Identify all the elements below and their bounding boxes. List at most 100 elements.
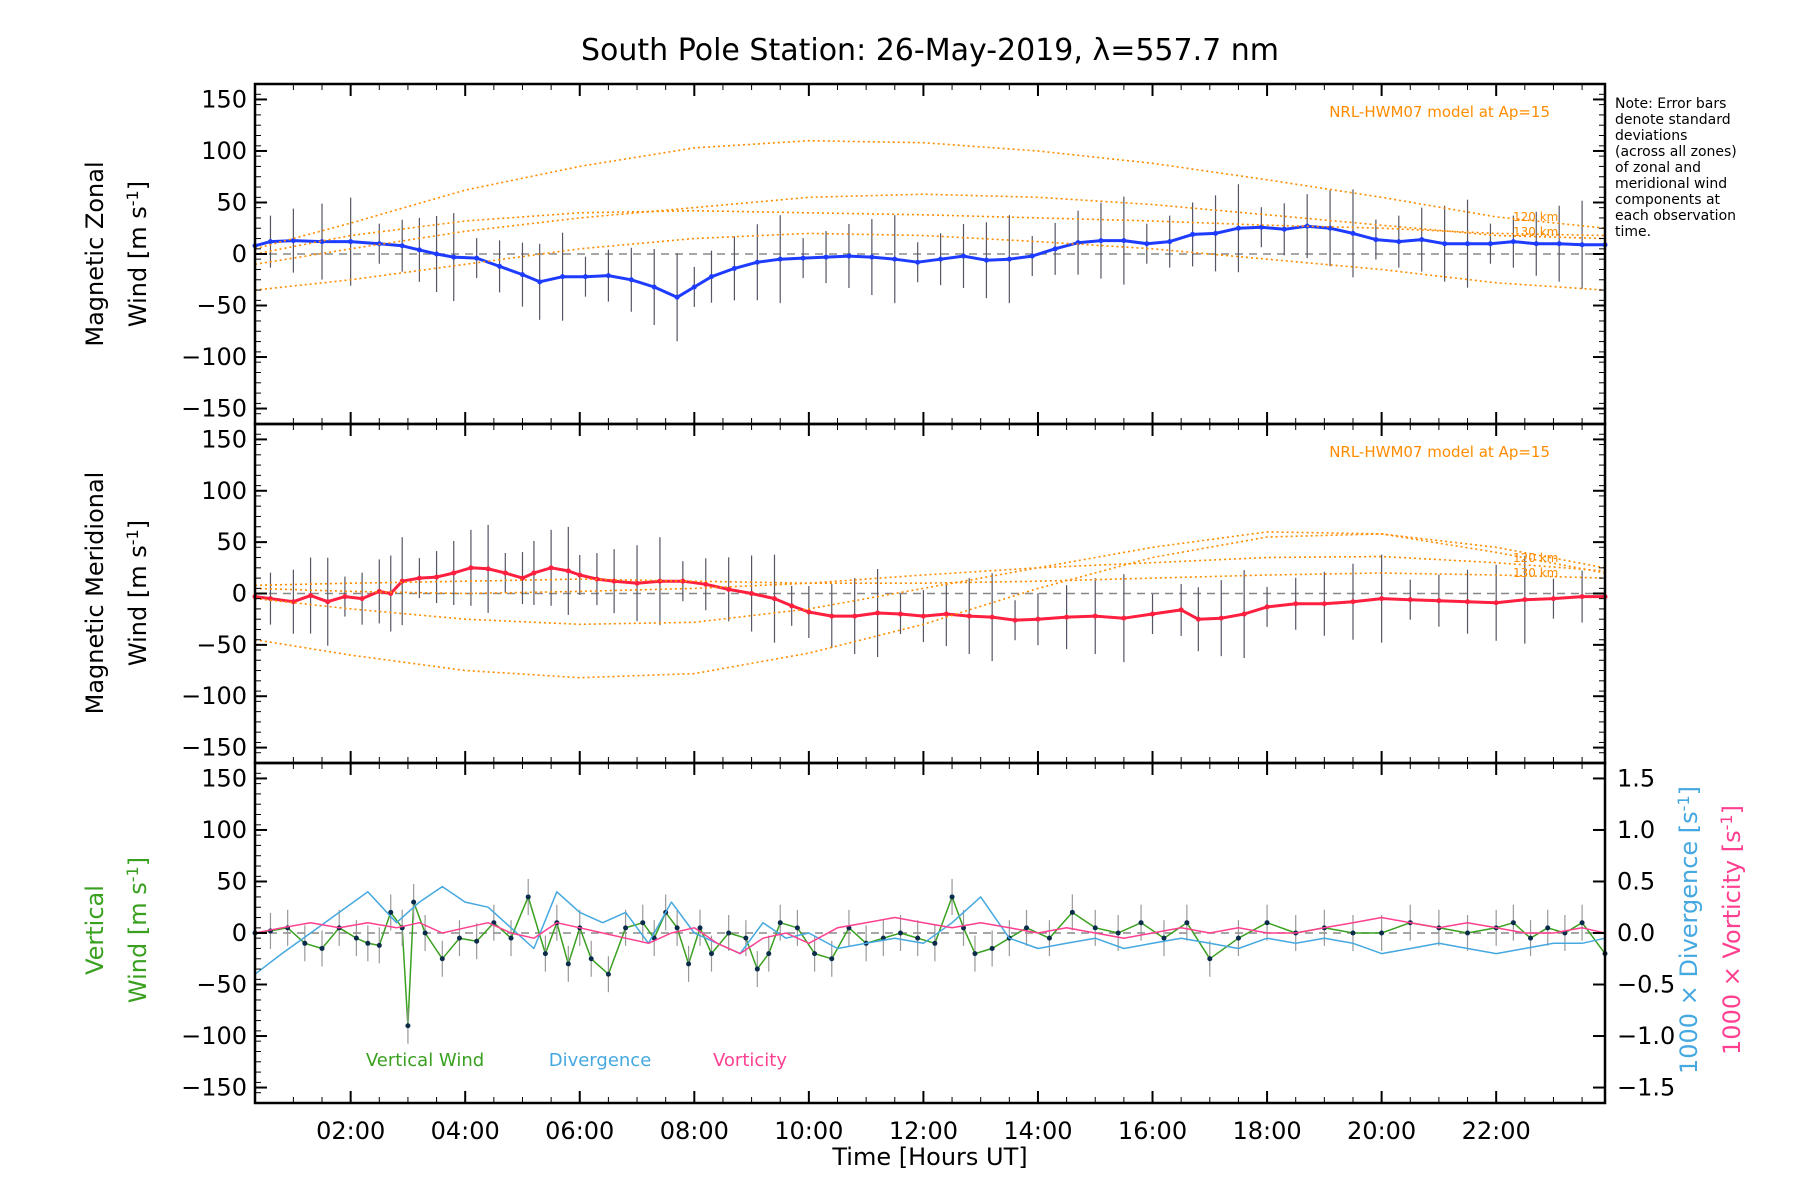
data-point xyxy=(1092,925,1098,931)
data-point xyxy=(789,603,795,609)
data-point xyxy=(852,613,858,619)
legend-divergence: Divergence xyxy=(549,1050,652,1071)
data-point xyxy=(794,925,800,931)
data-point xyxy=(325,599,331,605)
data-point xyxy=(1545,925,1551,931)
data-point xyxy=(708,274,714,280)
y-tick-label: 50 xyxy=(216,528,247,556)
data-point xyxy=(846,253,852,259)
data-point xyxy=(898,930,904,936)
x-tick-label: 16:00 xyxy=(1118,1117,1187,1145)
y2-axis-label-divergence: 1000 × Divergence [s-1] xyxy=(1674,786,1703,1074)
data-point xyxy=(485,566,491,572)
data-point xyxy=(800,255,806,261)
data-point xyxy=(1396,239,1402,245)
data-point xyxy=(542,951,548,957)
data-point xyxy=(829,956,835,962)
y-tick-label: −100 xyxy=(181,1022,247,1050)
data-point xyxy=(1510,920,1516,926)
data-point xyxy=(416,575,422,581)
data-point xyxy=(302,940,308,946)
note-line: (across all zones) xyxy=(1615,144,1737,160)
data-point xyxy=(1184,920,1190,926)
data-point xyxy=(989,614,995,620)
data-point xyxy=(416,247,422,253)
data-point xyxy=(812,951,818,957)
y-axis-unit: Wind [m s-1] xyxy=(123,181,152,327)
model-curve xyxy=(254,209,1606,255)
data-point xyxy=(308,593,314,599)
data-point xyxy=(1190,231,1196,237)
data-point xyxy=(1235,935,1241,941)
data-point xyxy=(359,596,365,602)
data-point xyxy=(1293,601,1299,607)
data-point xyxy=(1465,241,1471,247)
data-point xyxy=(983,257,989,263)
y2-tick-label: −0.5 xyxy=(1617,971,1675,999)
note-line: meridional wind xyxy=(1615,176,1727,192)
data-point xyxy=(743,935,749,941)
y-axis-label: Magnetic Zonal xyxy=(81,161,109,346)
y-tick-label: 50 xyxy=(216,188,247,216)
data-point xyxy=(1029,253,1035,259)
y-tick-label: −100 xyxy=(181,682,247,710)
data-point xyxy=(966,613,972,619)
data-point xyxy=(468,565,474,571)
data-point xyxy=(1092,613,1098,619)
data-point xyxy=(1442,241,1448,247)
data-point xyxy=(1522,597,1528,603)
data-point xyxy=(422,930,428,936)
data-point xyxy=(1218,615,1224,621)
data-point xyxy=(565,568,571,574)
data-point xyxy=(1121,615,1127,621)
data-point xyxy=(1258,224,1264,230)
data-point xyxy=(1350,230,1356,236)
data-point xyxy=(869,254,875,260)
vertical-wind-line xyxy=(254,896,1606,1027)
y2-axis-label-vorticity: 1000 × Vorticity [s-1] xyxy=(1717,805,1746,1055)
chart-title: South Pole Station: 26-May-2019, λ=557.7… xyxy=(581,33,1279,68)
model-curve xyxy=(254,555,1606,595)
altitude-label: 130 km xyxy=(1513,566,1558,580)
zonal-wind-line xyxy=(254,224,1605,299)
x-tick-label: 04:00 xyxy=(431,1117,500,1145)
y-tick-label: 150 xyxy=(201,85,247,113)
data-point xyxy=(771,596,777,602)
y-tick-label: 100 xyxy=(201,137,247,165)
data-point xyxy=(376,942,382,948)
y-axis-label: Vertical xyxy=(81,885,109,975)
data-point xyxy=(1150,611,1156,617)
data-point xyxy=(1098,238,1104,244)
divergence-line xyxy=(254,885,1606,975)
data-point xyxy=(519,272,525,278)
y-axis-label: Magnetic Meridional xyxy=(81,472,109,715)
data-point xyxy=(726,930,732,936)
y-tick-label: 100 xyxy=(201,477,247,505)
data-point xyxy=(651,284,657,290)
y-axis-unit: Wind [m s-1] xyxy=(123,857,152,1003)
data-point xyxy=(938,256,944,262)
data-point xyxy=(1465,930,1471,936)
data-point xyxy=(777,256,783,262)
data-point xyxy=(1487,241,1493,247)
y2-tick-label: 1.5 xyxy=(1617,764,1655,792)
y-tick-label: 0 xyxy=(232,240,247,268)
data-point xyxy=(1024,925,1030,931)
y-tick-label: 0 xyxy=(232,919,247,947)
data-point xyxy=(932,940,938,946)
data-point xyxy=(342,594,348,600)
data-point xyxy=(1264,604,1270,610)
data-point xyxy=(961,253,967,259)
data-point xyxy=(531,570,537,576)
data-point xyxy=(1006,256,1012,262)
y2-tick-label: −1.0 xyxy=(1617,1022,1675,1050)
data-point xyxy=(319,239,325,245)
data-point xyxy=(508,935,514,941)
model-label: NRL-HWM07 model at Ap=15 xyxy=(1329,103,1550,121)
data-point xyxy=(1379,596,1385,602)
note-line: Note: Error bars xyxy=(1615,96,1726,112)
data-point xyxy=(1533,241,1539,247)
meridional-wind-panel: −150 −100 −50 0 50 100 150 NRL-HWM07 model at … xyxy=(81,422,1608,765)
data-point xyxy=(1510,239,1516,245)
y-tick-label: 150 xyxy=(201,425,247,453)
